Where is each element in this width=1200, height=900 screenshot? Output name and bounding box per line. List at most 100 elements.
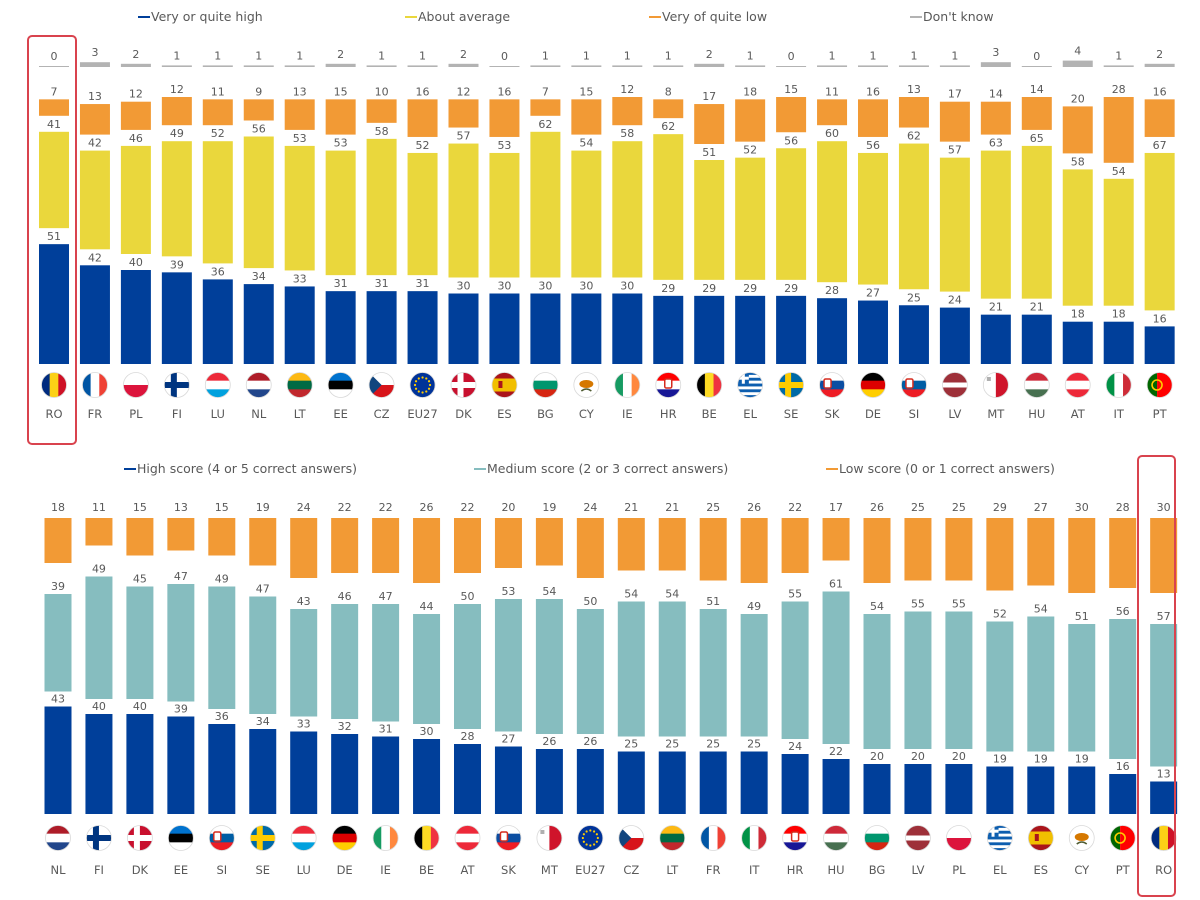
- flag-outline: [741, 825, 768, 851]
- flag-icon-el: [737, 372, 764, 398]
- tick-label-fr: FR: [706, 863, 721, 877]
- bar-high-score: [331, 734, 359, 814]
- data-label-high-score: 40: [92, 700, 106, 713]
- bar-group-dk: 30 57 12 2 DK: [448, 48, 479, 421]
- bar-dont-know: [448, 63, 479, 67]
- data-label-very-high: 39: [170, 258, 184, 271]
- bar-medium-score: [208, 586, 236, 709]
- bar-group-nl: 34 56 9 1 NL: [243, 49, 274, 421]
- bar-about-average: [1103, 178, 1134, 306]
- flag-stripe: [291, 825, 317, 835]
- flag-stripe: [168, 833, 194, 843]
- bar-group-at: 28 50 22 AT: [454, 501, 481, 877]
- flag-outline: [1064, 372, 1091, 398]
- flag-outline: [327, 372, 354, 398]
- flag-icon-dk: [126, 825, 153, 851]
- bar-high-score: [945, 764, 973, 814]
- flag-stripe: [942, 382, 968, 388]
- flag-outline: [1146, 372, 1173, 398]
- flag-icon-ee: [327, 372, 354, 398]
- flag-body: [659, 825, 685, 851]
- legend-item-dont-know: Don't know: [910, 9, 994, 24]
- flag-stripe: [737, 392, 763, 396]
- flag-star: [421, 376, 424, 379]
- data-label-very-low: 12: [457, 85, 471, 98]
- bar-group-eu27: 31 52 16 1 EU27: [407, 49, 437, 421]
- bar-very-high: [325, 291, 356, 364]
- data-label-low-score: 26: [747, 501, 761, 514]
- flag-star: [585, 830, 588, 833]
- flag-icon-fi: [86, 825, 112, 851]
- flag-cross: [986, 377, 991, 381]
- highlight-box-ro: [1137, 455, 1176, 897]
- bar-dont-know: [1144, 63, 1175, 67]
- data-label-very-low: 16: [416, 85, 430, 98]
- bar-very-high: [79, 265, 110, 364]
- bar-group-dk: 40 45 15 DK: [126, 501, 154, 877]
- flag-icon-hr: [655, 372, 682, 398]
- flag-stripe: [631, 372, 640, 398]
- flag-icon-hu: [1023, 372, 1050, 398]
- bar-high-score: [576, 749, 604, 814]
- chart-2: 43 39 18 NL 40 49 11 FI 40 45 15 DK 39 47 13 EE 36 49 15 SI…: [44, 455, 1178, 897]
- bar-dont-know: [1062, 60, 1093, 67]
- flag-icon-si: [208, 825, 235, 851]
- bar-group-hr: 24 55 22 HR: [781, 501, 809, 877]
- bar-dont-know: [39, 66, 69, 67]
- data-label-about-average: 57: [457, 130, 471, 143]
- bar-medium-score: [986, 621, 1014, 752]
- data-label-medium-score: 56: [1116, 605, 1130, 618]
- flag-stripe: [82, 372, 92, 398]
- data-label-medium-score: 45: [133, 573, 147, 586]
- data-label-low-score: 29: [993, 501, 1007, 514]
- flag-star: [596, 836, 599, 840]
- data-label-very-high: 33: [293, 272, 307, 285]
- flag-star: [585, 843, 588, 846]
- flag-stripe: [430, 825, 440, 851]
- bar-about-average: [1021, 145, 1052, 299]
- flag-stripe: [291, 833, 317, 843]
- bar-low-score: [1027, 518, 1055, 586]
- bar-very-low: [571, 99, 602, 135]
- data-label-medium-score: 54: [624, 588, 638, 601]
- bar-dont-know: [1103, 65, 1134, 67]
- bar-low-score: [699, 518, 727, 581]
- bar-group-ro: 13 57 30 RO: [1150, 501, 1178, 877]
- data-label-very-high: 42: [88, 251, 102, 264]
- bar-dont-know: [530, 65, 561, 67]
- data-label-very-low: 15: [579, 85, 593, 98]
- tick-label-el: EL: [993, 863, 1007, 877]
- flag-outline: [700, 825, 727, 851]
- data-label-very-low: 12: [170, 83, 184, 96]
- flag-emblem: [664, 378, 673, 389]
- flag-stripe: [205, 389, 231, 398]
- legend-label: High score (4 or 5 correct answers): [137, 461, 358, 476]
- flag-stripe: [864, 825, 890, 835]
- bar-very-high: [448, 293, 479, 364]
- flag-emblem: [213, 831, 222, 842]
- flag-emblem: [499, 831, 509, 842]
- data-label-dont-know: 1: [255, 49, 262, 62]
- flag-branches: [580, 388, 592, 392]
- data-label-about-average: 63: [989, 137, 1003, 150]
- flag-stripe: [414, 825, 423, 851]
- data-label-about-average: 60: [825, 127, 839, 140]
- tick-label-it: IT: [749, 863, 760, 877]
- data-label-high-score: 20: [952, 750, 966, 763]
- flag-icon-lt: [286, 372, 313, 398]
- flag-body: [455, 825, 480, 851]
- bar-very-high: [284, 286, 315, 364]
- data-label-medium-score: 54: [1034, 603, 1048, 616]
- bar-very-high: [39, 244, 69, 364]
- legend-label: Very of quite low: [662, 9, 768, 24]
- tick-label-eu27: EU27: [407, 407, 437, 421]
- bar-very-high: [161, 272, 192, 364]
- bar-very-low: [284, 99, 315, 130]
- flag-cross: [737, 376, 749, 380]
- bar-dont-know: [612, 65, 643, 67]
- bar-medium-score: [1068, 624, 1096, 752]
- data-label-low-score: 13: [174, 501, 188, 514]
- tick-label-fi: FI: [172, 407, 182, 421]
- bar-very-high: [980, 314, 1011, 364]
